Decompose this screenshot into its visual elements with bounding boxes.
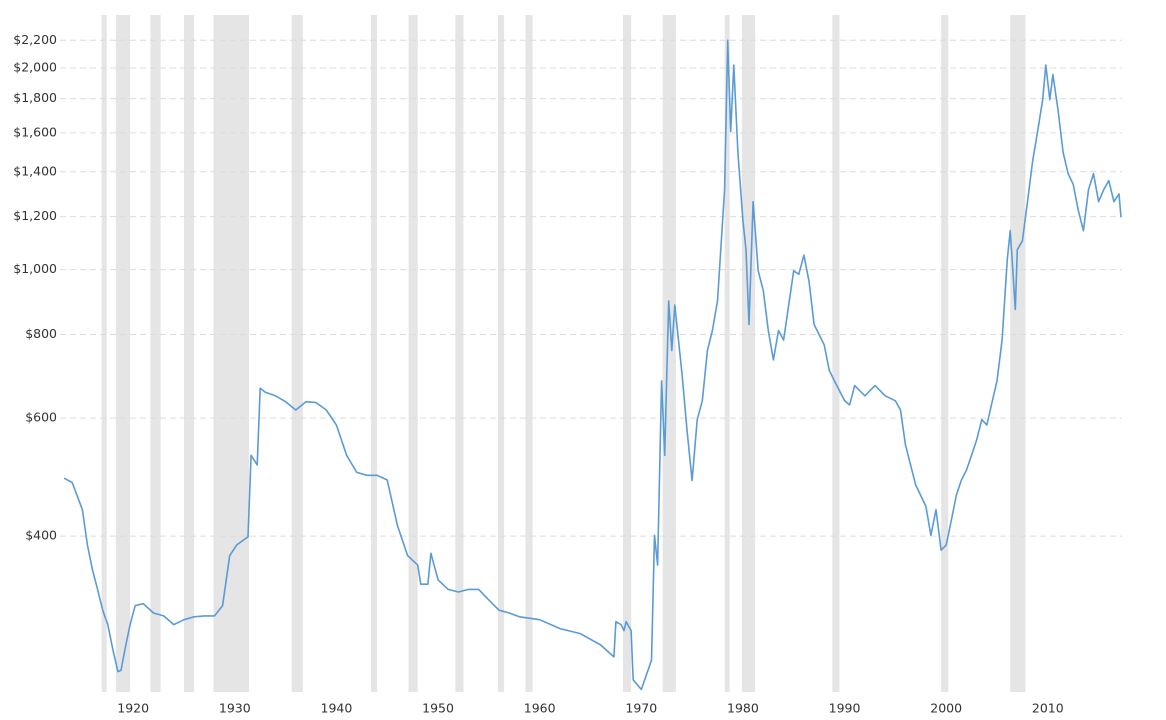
shaded-period <box>213 15 250 692</box>
shaded-period <box>832 15 840 692</box>
y-tick-label: $2,000 <box>13 60 57 75</box>
shaded-period <box>662 15 676 692</box>
x-tick-label: 1930 <box>219 701 251 716</box>
y-tick-label: $1,400 <box>13 163 57 178</box>
x-tick-label: 1920 <box>117 701 149 716</box>
x-tick-label: 1990 <box>829 701 861 716</box>
shaded-period <box>741 15 756 692</box>
x-tick-label: 1940 <box>321 701 353 716</box>
shaded-period <box>150 15 161 692</box>
shaded-period <box>408 15 418 692</box>
x-tick-label: 1960 <box>524 701 556 716</box>
shaded-period <box>623 15 632 692</box>
y-tick-label: $800 <box>25 326 57 341</box>
shaded-period <box>101 15 107 692</box>
shaded-period <box>455 15 464 692</box>
y-tick-label: $1,600 <box>13 124 57 139</box>
shaded-period <box>291 15 303 692</box>
shaded-period <box>498 15 505 692</box>
shaded-period <box>525 15 533 692</box>
shaded-period <box>370 15 378 692</box>
x-tick-label: 1980 <box>727 701 759 716</box>
y-tick-label: $600 <box>25 410 57 425</box>
y-tick-label: $1,200 <box>13 208 57 223</box>
y-tick-label: $400 <box>25 528 57 543</box>
y-tick-label: $1,800 <box>13 90 57 105</box>
x-tick-label: 2000 <box>930 701 962 716</box>
shaded-period <box>724 15 730 692</box>
shaded-period <box>1010 15 1026 692</box>
x-tick-label: 1950 <box>422 701 454 716</box>
y-tick-label: $2,200 <box>13 32 57 47</box>
price-line <box>63 39 1122 691</box>
shaded-period <box>183 15 195 692</box>
shaded-period <box>115 15 131 692</box>
y-tick-label: $1,000 <box>13 261 57 276</box>
shaded-period <box>941 15 949 692</box>
x-tick-label: 1970 <box>625 701 657 716</box>
x-tick-label: 2010 <box>1032 701 1064 716</box>
